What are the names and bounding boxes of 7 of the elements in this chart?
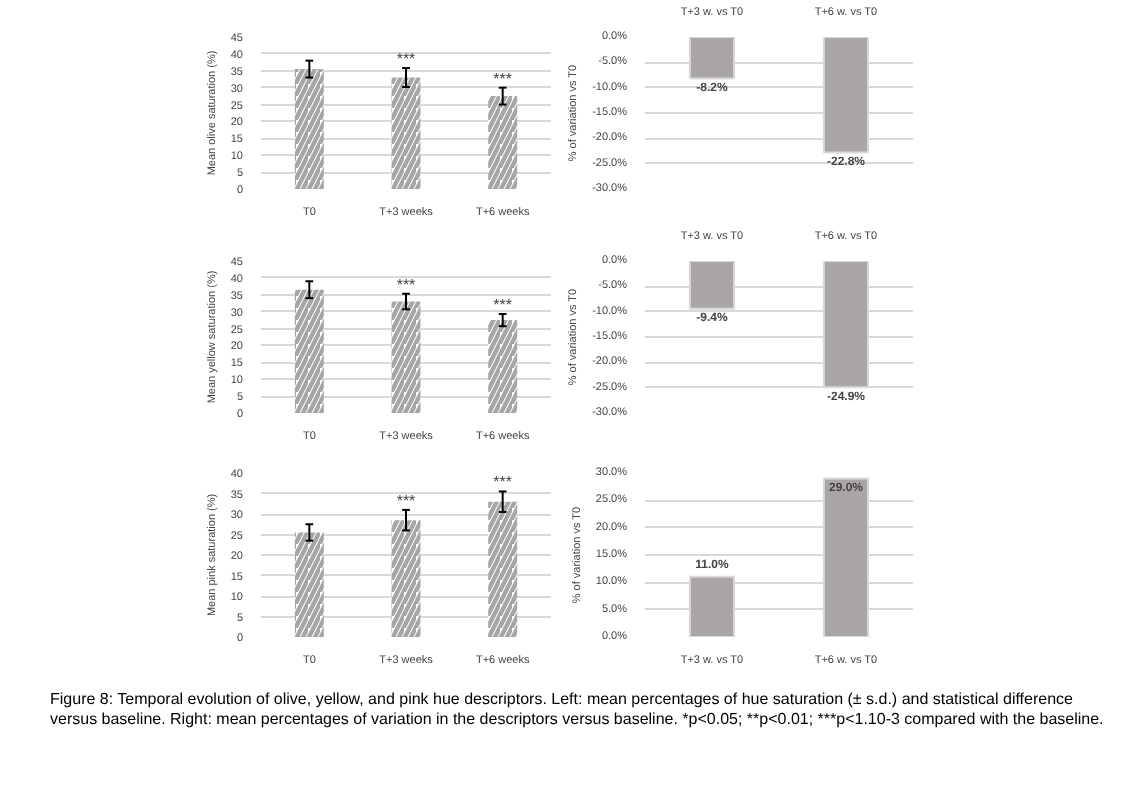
- annotation: ***: [396, 275, 416, 294]
- annotation: ***: [396, 50, 416, 69]
- annotation: ***: [493, 296, 513, 315]
- annotation: ***: [493, 473, 513, 492]
- annotation: ***: [396, 491, 416, 510]
- caption: Figure 8: Temporal evolution of olive, yellow, and pink hue descriptors. Left: mean percentages of hue saturation (± s.d.) and statistical difference versus baseline. Right: mean percentages of variation in the descriptors versus baseline. *p<0.05; **p<0.01; ***p<1.10-3 compared with the baseline.: [50, 690, 1106, 729]
- annotation: ***: [493, 69, 513, 88]
